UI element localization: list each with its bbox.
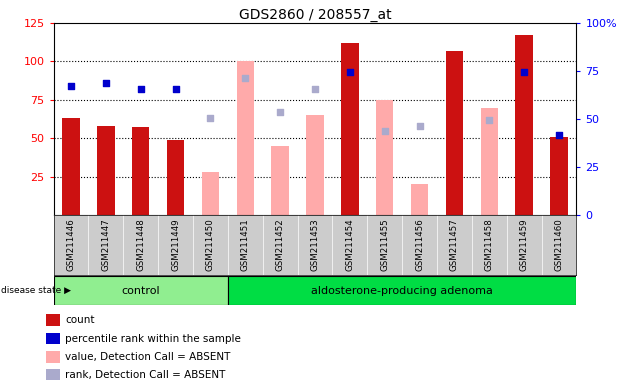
Title: GDS2860 / 208557_at: GDS2860 / 208557_at bbox=[239, 8, 391, 22]
Bar bbox=[47, 333, 60, 344]
Text: GSM211460: GSM211460 bbox=[554, 218, 563, 271]
Text: GSM211459: GSM211459 bbox=[520, 218, 529, 271]
Text: GSM211458: GSM211458 bbox=[485, 218, 494, 271]
Bar bbox=[47, 351, 60, 362]
Text: GSM211450: GSM211450 bbox=[206, 218, 215, 271]
Text: value, Detection Call = ABSENT: value, Detection Call = ABSENT bbox=[65, 352, 231, 362]
Bar bbox=[272, 146, 289, 215]
Text: aldosterone-producing adenoma: aldosterone-producing adenoma bbox=[311, 286, 493, 296]
Text: GSM211447: GSM211447 bbox=[101, 218, 110, 271]
Point bbox=[275, 109, 285, 115]
Point bbox=[101, 80, 111, 86]
Bar bbox=[54, 276, 228, 305]
Point bbox=[380, 127, 390, 134]
Point bbox=[345, 69, 355, 75]
Point bbox=[554, 132, 564, 138]
Bar bbox=[47, 369, 60, 381]
Bar bbox=[97, 126, 115, 215]
Point bbox=[66, 83, 76, 89]
Point bbox=[205, 115, 215, 121]
Text: GSM211446: GSM211446 bbox=[67, 218, 76, 271]
Bar bbox=[47, 314, 60, 326]
Text: GSM211448: GSM211448 bbox=[136, 218, 145, 271]
Bar bbox=[202, 172, 219, 215]
Bar bbox=[306, 115, 324, 215]
Bar bbox=[167, 140, 185, 215]
Bar bbox=[228, 276, 576, 305]
Text: control: control bbox=[122, 286, 160, 296]
Point bbox=[310, 86, 320, 92]
Point bbox=[415, 123, 425, 129]
Bar bbox=[446, 51, 463, 215]
Text: GSM211453: GSM211453 bbox=[311, 218, 319, 271]
Text: disease state ▶: disease state ▶ bbox=[1, 286, 71, 295]
Bar bbox=[132, 127, 149, 215]
Bar bbox=[411, 184, 428, 215]
Text: GSM211456: GSM211456 bbox=[415, 218, 424, 271]
Text: GSM211451: GSM211451 bbox=[241, 218, 249, 271]
Text: GSM211454: GSM211454 bbox=[345, 218, 354, 271]
Text: GSM211449: GSM211449 bbox=[171, 218, 180, 271]
Point bbox=[135, 86, 146, 92]
Text: GSM211452: GSM211452 bbox=[276, 218, 285, 271]
Bar bbox=[341, 43, 358, 215]
Text: GSM211455: GSM211455 bbox=[381, 218, 389, 271]
Text: GSM211457: GSM211457 bbox=[450, 218, 459, 271]
Point bbox=[171, 86, 181, 92]
Bar bbox=[551, 137, 568, 215]
Point bbox=[484, 117, 495, 123]
Point bbox=[240, 75, 250, 81]
Text: percentile rank within the sample: percentile rank within the sample bbox=[65, 334, 241, 344]
Text: rank, Detection Call = ABSENT: rank, Detection Call = ABSENT bbox=[65, 370, 226, 380]
Bar bbox=[376, 100, 393, 215]
Bar bbox=[515, 35, 533, 215]
Bar bbox=[62, 118, 79, 215]
Point bbox=[519, 69, 529, 75]
Text: count: count bbox=[65, 315, 94, 325]
Bar bbox=[237, 61, 254, 215]
Bar bbox=[481, 108, 498, 215]
